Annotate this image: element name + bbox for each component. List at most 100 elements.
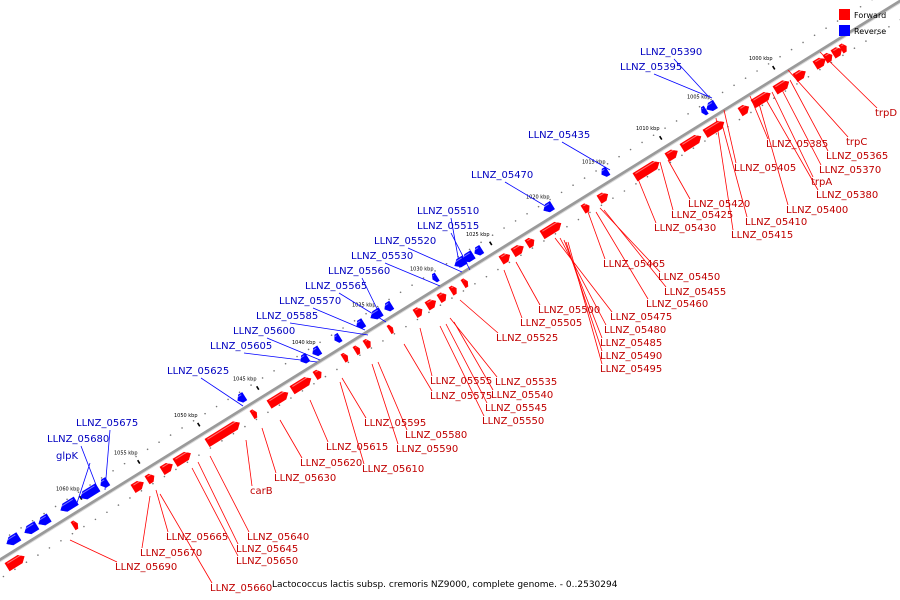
scale-minor-dot <box>301 390 304 392</box>
forward-gene-label[interactable]: LLNZ_05480 <box>604 325 666 336</box>
reverse-gene-label[interactable]: LLNZ_05585 <box>256 311 318 322</box>
reverse-gene-label[interactable]: LLNZ_05510 <box>417 206 479 217</box>
reverse-gene-arrow <box>237 392 248 403</box>
forward-gene-label[interactable]: LLNZ_05460 <box>646 299 708 310</box>
forward-gene-label[interactable]: LLNZ_05645 <box>236 544 298 555</box>
forward-gene-label[interactable]: LLNZ_05555 <box>430 376 492 387</box>
forward-gene-label[interactable]: LLNZ_05620 <box>300 458 362 469</box>
forward-gene-label[interactable]: LLNZ_05640 <box>247 532 309 543</box>
forward-gene-label[interactable]: LLNZ_05420 <box>688 199 750 210</box>
reverse-gene-label[interactable]: LLNZ_05435 <box>528 130 590 141</box>
forward-gene-label[interactable]: LLNZ_05545 <box>485 403 547 414</box>
forward-gene-label[interactable]: LLNZ_05670 <box>140 548 202 559</box>
forward-gene-label[interactable]: LLNZ_05490 <box>600 351 662 362</box>
scale-tick-label: 1035 kbp <box>352 303 376 309</box>
reverse-label-connector <box>673 58 709 97</box>
scale-minor-dot <box>560 191 563 194</box>
scale-minor-dot <box>267 411 269 414</box>
forward-gene-label[interactable]: LLNZ_05430 <box>654 223 716 234</box>
forward-gene-label[interactable]: LLNZ_05550 <box>482 416 544 427</box>
forward-gene-label[interactable]: LLNZ_05495 <box>600 364 662 375</box>
reverse-gene-arrow <box>356 318 367 329</box>
forward-gene-label[interactable]: LLNZ_05540 <box>491 390 553 401</box>
scale-minor-dot <box>14 568 16 571</box>
forward-gene-label[interactable]: trpA <box>811 177 832 188</box>
scale-minor-dot <box>365 312 367 315</box>
forward-label-connector <box>279 419 303 459</box>
reverse-gene-label[interactable]: LLNZ_05675 <box>76 418 138 429</box>
forward-gene-label[interactable]: LLNZ_05535 <box>495 377 557 388</box>
forward-gene-label[interactable]: LLNZ_05615 <box>326 442 388 453</box>
reverse-gene-label[interactable]: LLNZ_05565 <box>305 281 367 292</box>
scale-minor-dot <box>336 368 338 371</box>
forward-gene-label[interactable]: LLNZ_05580 <box>405 430 467 441</box>
scale-minor-dot <box>836 20 839 22</box>
forward-gene-label[interactable]: LLNZ_05365 <box>826 151 888 162</box>
forward-gene-label[interactable]: LLNZ_05660 <box>210 583 272 594</box>
scale-minor-dot <box>819 68 821 71</box>
forward-gene-label[interactable]: LLNZ_05370 <box>819 165 881 176</box>
forward-label-connector <box>459 299 499 334</box>
map-caption: Lactococcus lactis subsp. cremoris NZ900… <box>272 580 618 590</box>
forward-gene-label[interactable]: LLNZ_05500 <box>538 305 600 316</box>
forward-gene-label[interactable]: LLNZ_05405 <box>734 163 796 174</box>
scale-minor-dot <box>750 111 752 114</box>
scale-tick-mark <box>136 459 141 465</box>
reverse-gene-label[interactable]: LLNZ_05395 <box>620 62 682 73</box>
forward-gene-label[interactable]: carB <box>250 486 273 497</box>
forward-gene-label[interactable]: LLNZ_05630 <box>274 473 336 484</box>
forward-gene-label[interactable]: LLNZ_05485 <box>600 338 662 349</box>
scale-minor-dot <box>140 490 143 492</box>
forward-gene-label[interactable]: LLNZ_05665 <box>166 532 228 543</box>
reverse-label-connector <box>289 322 369 336</box>
reverse-gene-label[interactable]: LLNZ_05680 <box>47 434 109 445</box>
forward-label-connector <box>339 381 365 465</box>
reverse-gene-label[interactable]: LLNZ_05470 <box>471 170 533 181</box>
forward-gene-label[interactable]: LLNZ_05590 <box>396 444 458 455</box>
forward-gene-label[interactable]: LLNZ_05380 <box>816 190 878 201</box>
forward-gene-label[interactable]: LLNZ_05400 <box>786 205 848 216</box>
forward-gene-label[interactable]: trpD <box>875 108 897 119</box>
reverse-gene-label[interactable]: LLNZ_05570 <box>279 296 341 307</box>
forward-gene-label[interactable]: LLNZ_05525 <box>496 333 558 344</box>
forward-gene-label[interactable]: LLNZ_05690 <box>115 562 177 573</box>
scale-tick-mark <box>196 422 201 427</box>
scale-minor-dot <box>876 33 879 35</box>
genome-backbone <box>0 0 900 563</box>
forward-gene-label[interactable]: LLNZ_05595 <box>364 418 426 429</box>
forward-gene-label[interactable]: LLNZ_05465 <box>603 259 665 270</box>
scale-minor-dot <box>767 63 770 65</box>
forward-gene-label[interactable]: LLNZ_05425 <box>671 210 733 221</box>
forward-gene-label[interactable]: LLNZ_05410 <box>745 217 807 228</box>
forward-gene-arrow <box>702 120 725 138</box>
forward-label-connector <box>445 323 488 404</box>
forward-gene-label[interactable]: LLNZ_05650 <box>236 556 298 567</box>
scale-minor-dot <box>491 234 494 236</box>
forward-gene-label[interactable]: LLNZ_05415 <box>731 230 793 241</box>
scale-minor-dot <box>888 26 890 28</box>
reverse-gene-label[interactable]: LLNZ_05600 <box>233 326 295 337</box>
forward-gene-label[interactable]: LLNZ_05475 <box>610 312 672 323</box>
forward-gene-label[interactable]: LLNZ_05575 <box>430 391 492 402</box>
reverse-gene-arrow <box>370 307 384 320</box>
reverse-gene-label[interactable]: glpK <box>56 451 78 462</box>
reverse-gene-label[interactable]: LLNZ_05520 <box>374 236 436 247</box>
forward-gene-label[interactable]: LLNZ_05505 <box>520 318 582 329</box>
forward-label-connector <box>371 363 399 445</box>
scale-minor-dot <box>77 491 80 493</box>
forward-gene-arrow <box>539 221 562 240</box>
reverse-gene-label[interactable]: LLNZ_05515 <box>417 221 479 232</box>
scale-minor-dot <box>278 404 281 406</box>
forward-gene-label[interactable]: LLNZ_05450 <box>658 272 720 283</box>
scale-minor-dot <box>629 148 632 151</box>
reverse-gene-label[interactable]: LLNZ_05390 <box>640 47 702 58</box>
forward-gene-label[interactable]: LLNZ_05385 <box>766 139 828 150</box>
reverse-gene-label[interactable]: LLNZ_05560 <box>328 266 390 277</box>
reverse-gene-label[interactable]: LLNZ_05625 <box>167 366 229 377</box>
forward-gene-label[interactable]: LLNZ_05610 <box>362 464 424 475</box>
reverse-gene-label[interactable]: LLNZ_05530 <box>351 251 413 262</box>
reverse-gene-label[interactable]: LLNZ_05605 <box>210 341 272 352</box>
legend-forward-label: Forward <box>854 11 886 20</box>
forward-gene-label[interactable]: LLNZ_05455 <box>664 287 726 298</box>
forward-gene-label[interactable]: trpC <box>846 137 867 148</box>
